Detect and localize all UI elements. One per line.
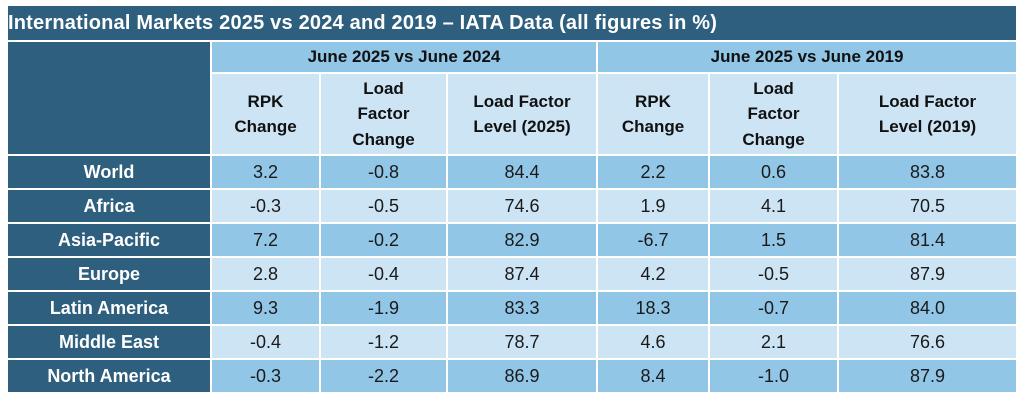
col-header-rpk-change-2024: RPK Change: [212, 74, 319, 154]
row-label: Africa: [8, 190, 210, 222]
cell-value: 7.2: [212, 224, 319, 256]
cell-value: 78.7: [448, 326, 596, 358]
group-header-2019: June 2025 vs June 2019: [598, 42, 1017, 72]
col-header-rpk-change-2019: RPK Change: [598, 74, 708, 154]
cell-value: -0.4: [321, 258, 446, 290]
row-label: Asia-Pacific: [8, 224, 210, 256]
cell-value: 1.9: [598, 190, 708, 222]
cell-value: 87.4: [448, 258, 596, 290]
iata-table: International Markets 2025 vs 2024 and 2…: [6, 4, 1018, 394]
cell-value: -0.2: [321, 224, 446, 256]
table-title: International Markets 2025 vs 2024 and 2…: [8, 6, 1017, 40]
cell-value: 4.6: [598, 326, 708, 358]
cell-value: -1.2: [321, 326, 446, 358]
row-label: Europe: [8, 258, 210, 290]
row-label: Latin America: [8, 292, 210, 324]
table-row-world: World 3.2 -0.8 84.4 2.2 0.6 83.8: [8, 156, 1017, 188]
table-row-north-america: North America -0.3 -2.2 86.9 8.4 -1.0 87…: [8, 360, 1017, 392]
cell-value: 4.1: [710, 190, 837, 222]
cell-value: 74.6: [448, 190, 596, 222]
cell-value: 87.9: [839, 258, 1017, 290]
row-label: Middle East: [8, 326, 210, 358]
cell-value: 4.2: [598, 258, 708, 290]
col-header-load-factor-change-2019: Load Factor Change: [710, 74, 837, 154]
cell-value: 18.3: [598, 292, 708, 324]
cell-value: -0.3: [212, 360, 319, 392]
cell-value: 2.2: [598, 156, 708, 188]
cell-value: 0.6: [710, 156, 837, 188]
cell-value: 76.6: [839, 326, 1017, 358]
cell-value: 83.3: [448, 292, 596, 324]
cell-value: 70.5: [839, 190, 1017, 222]
table-row-asia-pacific: Asia-Pacific 7.2 -0.2 82.9 -6.7 1.5 81.4: [8, 224, 1017, 256]
cell-value: -0.7: [710, 292, 837, 324]
col-header-load-factor-change-2024: Load Factor Change: [321, 74, 446, 154]
cell-value: 2.8: [212, 258, 319, 290]
cell-value: -0.5: [710, 258, 837, 290]
cell-value: -0.5: [321, 190, 446, 222]
cell-value: -0.8: [321, 156, 446, 188]
cell-value: 83.8: [839, 156, 1017, 188]
cell-value: -0.4: [212, 326, 319, 358]
table-row-latin-america: Latin America 9.3 -1.9 83.3 18.3 -0.7 84…: [8, 292, 1017, 324]
group-header-2024: June 2025 vs June 2024: [212, 42, 596, 72]
cell-value: -1.0: [710, 360, 837, 392]
cell-value: 82.9: [448, 224, 596, 256]
row-label: North America: [8, 360, 210, 392]
col-header-load-factor-level-2019: Load Factor Level (2019): [839, 74, 1017, 154]
cell-value: -1.9: [321, 292, 446, 324]
title-row: International Markets 2025 vs 2024 and 2…: [8, 6, 1017, 40]
column-header-row: RPK Change Load Factor Change Load Facto…: [8, 74, 1017, 154]
group-header-row: June 2025 vs June 2024 June 2025 vs June…: [8, 42, 1017, 154]
cell-value: 87.9: [839, 360, 1017, 392]
cell-value: 1.5: [710, 224, 837, 256]
table-row-europe: Europe 2.8 -0.4 87.4 4.2 -0.5 87.9: [8, 258, 1017, 290]
cell-value: -6.7: [598, 224, 708, 256]
cell-value: 9.3: [212, 292, 319, 324]
col-header-load-factor-level-2025: Load Factor Level (2025): [448, 74, 596, 154]
cell-value: -2.2: [321, 360, 446, 392]
table-row-middle-east: Middle East -0.4 -1.2 78.7 4.6 2.1 76.6: [8, 326, 1017, 358]
cell-value: 86.9: [448, 360, 596, 392]
cell-value: 81.4: [839, 224, 1017, 256]
corner-cell: [8, 42, 210, 154]
cell-value: 84.4: [448, 156, 596, 188]
row-label: World: [8, 156, 210, 188]
table-row-africa: Africa -0.3 -0.5 74.6 1.9 4.1 70.5: [8, 190, 1017, 222]
cell-value: 2.1: [710, 326, 837, 358]
cell-value: -0.3: [212, 190, 319, 222]
cell-value: 3.2: [212, 156, 319, 188]
cell-value: 84.0: [839, 292, 1017, 324]
cell-value: 8.4: [598, 360, 708, 392]
